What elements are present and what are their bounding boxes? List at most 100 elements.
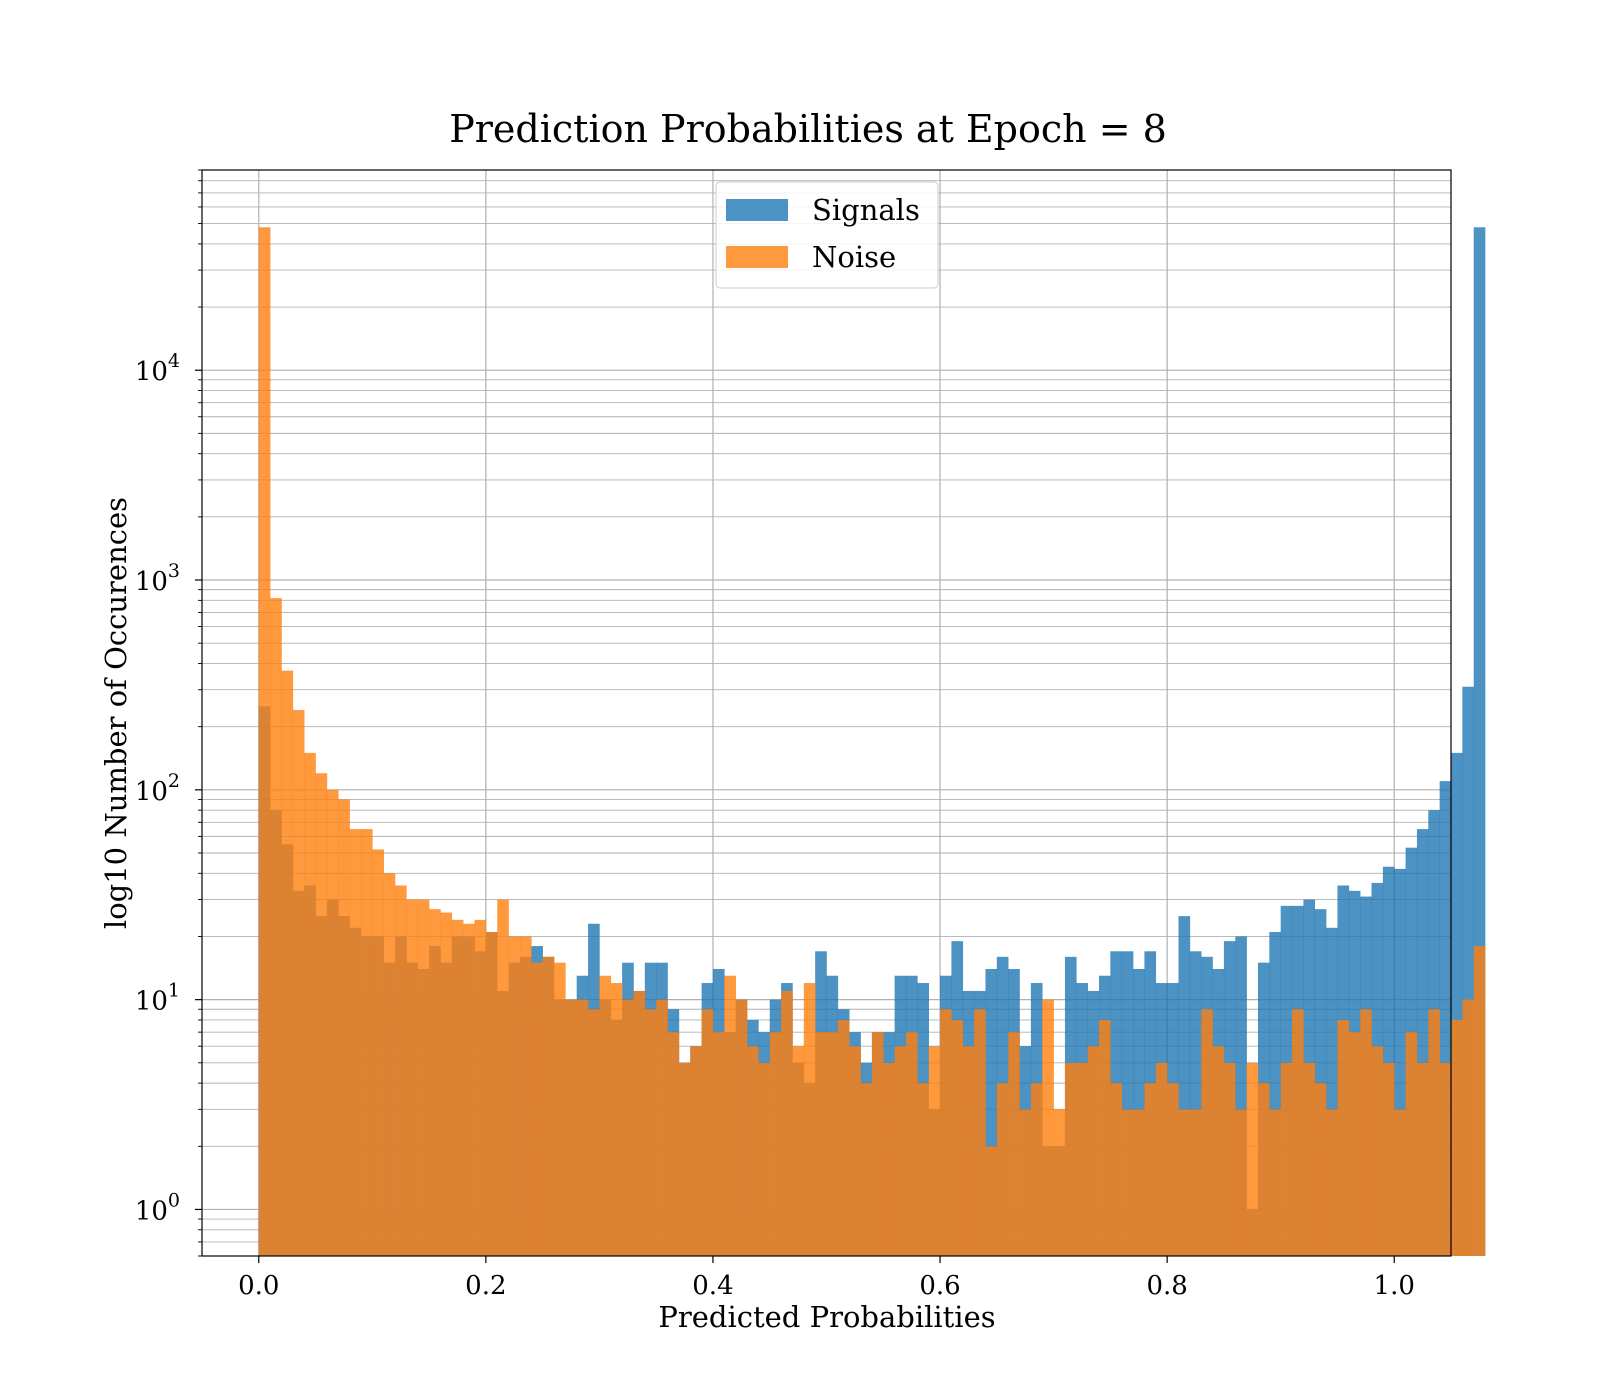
legend-swatch-noise bbox=[726, 246, 788, 268]
bar-noise bbox=[837, 1019, 850, 1256]
bar-noise bbox=[735, 999, 748, 1256]
bar-noise bbox=[1008, 1032, 1020, 1256]
bar-noise bbox=[905, 1032, 918, 1256]
bar-noise bbox=[383, 873, 396, 1256]
y-axis-label: log10 Number of Occurences bbox=[99, 497, 133, 929]
bar-noise bbox=[1030, 1083, 1043, 1256]
bar-noise bbox=[1416, 1062, 1429, 1256]
legend: Signals Noise bbox=[715, 181, 939, 289]
bar-noise bbox=[1133, 1109, 1145, 1256]
bar-noise bbox=[270, 598, 282, 1256]
bar-noise bbox=[712, 1032, 725, 1256]
bar-noise bbox=[1053, 1109, 1066, 1256]
bar-noise bbox=[258, 227, 271, 1257]
bar-noise bbox=[565, 999, 577, 1256]
bar-noise bbox=[372, 849, 384, 1256]
y-tick-label: 104 bbox=[135, 350, 180, 387]
bar-noise bbox=[349, 829, 362, 1256]
bar-noise bbox=[576, 999, 589, 1256]
bar-noise bbox=[1303, 1062, 1316, 1256]
bar-noise bbox=[769, 1032, 782, 1256]
bar-noise bbox=[1087, 1046, 1100, 1256]
bar-noise bbox=[1451, 1019, 1463, 1256]
bar-noise bbox=[1167, 1083, 1179, 1256]
bar-noise bbox=[1076, 1062, 1088, 1256]
chart-title: Prediction Probabilities at Epoch = 8 bbox=[449, 107, 1167, 151]
bar-signals bbox=[985, 968, 998, 1256]
bar-signals bbox=[1326, 927, 1338, 1256]
bar-noise bbox=[701, 1009, 714, 1256]
bar-noise bbox=[1269, 1109, 1281, 1256]
bar-signals bbox=[1416, 829, 1429, 1256]
legend-label-signals: Signals bbox=[812, 193, 920, 227]
bar-noise bbox=[996, 1083, 1009, 1256]
bar-noise bbox=[826, 1032, 839, 1256]
bar-signals bbox=[1121, 951, 1134, 1256]
bar-noise bbox=[622, 999, 634, 1256]
plot-area bbox=[201, 169, 1486, 1257]
bar-noise bbox=[474, 919, 487, 1256]
y-tick-label: 102 bbox=[135, 770, 180, 807]
bar-noise bbox=[1212, 1046, 1225, 1256]
bar-noise bbox=[304, 752, 316, 1256]
bar-noise bbox=[928, 1046, 941, 1256]
bar-noise bbox=[974, 1009, 986, 1256]
bar-noise bbox=[326, 789, 339, 1256]
bar-signals bbox=[1439, 781, 1452, 1256]
bar-noise bbox=[1326, 1109, 1338, 1256]
bar-noise bbox=[667, 1032, 680, 1256]
bar-noise bbox=[395, 885, 407, 1256]
bar-noise bbox=[792, 1046, 805, 1256]
y-tick-label: 103 bbox=[135, 560, 180, 597]
x-axis-label: Predicted Probabilities bbox=[658, 1300, 995, 1334]
bar-noise bbox=[451, 919, 464, 1256]
bar-noise bbox=[1382, 1062, 1395, 1256]
bar-noise bbox=[1348, 1032, 1361, 1256]
bar-noise bbox=[463, 923, 475, 1256]
bar-noise bbox=[519, 936, 532, 1256]
x-tick-label: 0.4 bbox=[692, 1271, 733, 1301]
bar-signals bbox=[1178, 916, 1191, 1256]
bar-noise bbox=[1405, 1032, 1418, 1256]
bar-signals bbox=[1462, 686, 1475, 1256]
bar-noise bbox=[440, 912, 453, 1256]
bar-signals bbox=[1189, 951, 1202, 1256]
bar-noise bbox=[1394, 1109, 1406, 1256]
bar-noise bbox=[690, 1046, 702, 1256]
bar-noise bbox=[599, 975, 612, 1256]
bar-noise bbox=[849, 1046, 861, 1256]
bar-noise bbox=[1042, 999, 1054, 1256]
bar-noise bbox=[803, 983, 816, 1256]
bar-noise bbox=[860, 1083, 873, 1256]
bar-signals bbox=[1451, 752, 1463, 1256]
bar-noise bbox=[1189, 1109, 1202, 1256]
bar-noise bbox=[1439, 1062, 1452, 1256]
bar-signals bbox=[1235, 936, 1247, 1256]
bar-noise bbox=[429, 909, 441, 1256]
bar-noise bbox=[633, 990, 646, 1256]
bar-noise bbox=[781, 990, 793, 1256]
bar-noise bbox=[883, 1062, 895, 1256]
bar-noise bbox=[747, 1046, 759, 1256]
bar-noise bbox=[940, 1009, 952, 1256]
bar-noise bbox=[1110, 1083, 1123, 1256]
bar-noise bbox=[1064, 1062, 1077, 1256]
bar-noise bbox=[678, 1062, 691, 1256]
bar-noise bbox=[553, 962, 566, 1256]
bar-noise bbox=[758, 1062, 771, 1256]
bar-noise bbox=[1280, 1062, 1293, 1256]
y-tick-label: 100 bbox=[135, 1189, 180, 1226]
bar-noise bbox=[951, 1019, 964, 1256]
bar-noise bbox=[1337, 1019, 1350, 1256]
x-tick-label: 0.6 bbox=[919, 1271, 960, 1301]
x-tick-label: 0.2 bbox=[465, 1271, 506, 1301]
bar-noise bbox=[338, 799, 350, 1256]
bar-noise bbox=[497, 899, 509, 1256]
bar-noise bbox=[1144, 1083, 1157, 1256]
bar-noise bbox=[871, 1032, 884, 1256]
bar-signals bbox=[1394, 868, 1406, 1256]
legend-swatch-signals bbox=[726, 199, 788, 221]
bar-noise bbox=[1246, 1062, 1259, 1256]
bar-noise bbox=[1257, 1083, 1270, 1256]
